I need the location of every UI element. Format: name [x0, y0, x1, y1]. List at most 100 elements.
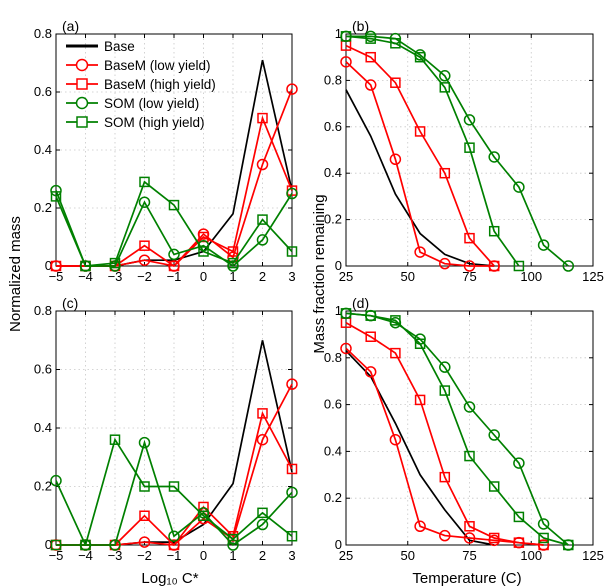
- data-point: [464, 450, 475, 462]
- data-point: [168, 248, 180, 261]
- legend-label: Base: [104, 39, 135, 54]
- x-tick-label: −3: [108, 548, 123, 563]
- data-point: [168, 481, 180, 492]
- data-point: [109, 257, 121, 269]
- data-point: [168, 530, 180, 542]
- data-point: [256, 433, 269, 446]
- x-tick-label: −3: [108, 269, 123, 284]
- legend-label: BaseM (high yield): [104, 77, 216, 92]
- data-point: [365, 310, 376, 321]
- data-point: [256, 158, 269, 171]
- x-tick-label: 100: [520, 548, 542, 563]
- data-point: [439, 82, 451, 93]
- y-tick-label: 0: [335, 537, 342, 552]
- x-tick-label: 50: [401, 269, 415, 284]
- panel-a: −5 −4 −3 −2 −1 0 1 2 3 0 0.2 0.4 0.6 0.8 (a) Base BaseM …: [34, 18, 298, 284]
- data-point: [286, 187, 298, 200]
- data-point: [340, 31, 352, 42]
- y-tick-label: 1: [335, 26, 342, 41]
- series-line: [56, 437, 293, 546]
- data-point: [414, 246, 426, 258]
- legend: Base BaseM (low yield) BaseM (high yield) S…: [66, 39, 216, 130]
- data-point: [286, 486, 298, 499]
- y-tick-label: 0: [335, 258, 342, 273]
- data-point: [414, 126, 426, 137]
- y-tick-label: 0.8: [34, 303, 52, 318]
- data-point: [168, 199, 180, 211]
- y-tick-label: 0.8: [324, 350, 342, 365]
- series-basem-high-yield: [340, 40, 500, 272]
- data-point: [390, 315, 401, 326]
- panel-c: −5 −4 −3 −2 −1 0 1 2 3 0 0.2 0.4 0.6 0.8 (c): [34, 295, 298, 563]
- data-point: [488, 429, 500, 441]
- x-tick-label: 50: [401, 548, 415, 563]
- data-point: [139, 176, 150, 188]
- data-point: [439, 70, 451, 82]
- data-point: [464, 142, 475, 153]
- data-point: [439, 471, 451, 483]
- data-point: [50, 260, 62, 272]
- data-point: [139, 240, 150, 251]
- y-tick-label: 0: [45, 537, 52, 552]
- data-point: [414, 520, 426, 533]
- series-line: [345, 321, 544, 546]
- data-point: [340, 308, 352, 319]
- left-y-axis-label: Normalized mass: [7, 216, 24, 332]
- y-tick-label: 0.4: [324, 165, 342, 180]
- data-point: [286, 463, 298, 475]
- series-line: [345, 312, 569, 546]
- data-point: [286, 378, 298, 390]
- data-point: [488, 151, 500, 163]
- data-point: [439, 361, 451, 373]
- data-point: [513, 181, 525, 193]
- series-line: [55, 439, 293, 547]
- y-tick-label: 0.4: [324, 443, 342, 458]
- legend-label: SOM (low yield): [104, 96, 199, 111]
- data-point: [365, 33, 376, 44]
- data-point: [389, 433, 402, 446]
- data-point: [198, 231, 209, 243]
- series-line: [55, 180, 293, 267]
- right-y-axis-label: Mass fraction remaining: [311, 194, 328, 353]
- data-point: [227, 246, 239, 257]
- x-tick-label: 25: [339, 269, 353, 284]
- panel-label: (b): [352, 18, 369, 34]
- series-som-high-yield: [340, 308, 574, 551]
- data-point: [538, 532, 549, 544]
- right-x-axis-label: Temperature (C): [412, 570, 521, 587]
- y-tick-label: 1: [335, 303, 342, 318]
- x-tick-label: 75: [462, 548, 476, 563]
- panel-b: 25 50 75 100 125 0 0.2 0.4 0.6 0.8 1 (b): [324, 18, 604, 284]
- x-tick-label: 3: [288, 269, 295, 284]
- data-point: [439, 385, 451, 396]
- series-line: [345, 89, 495, 267]
- x-tick-label: −2: [137, 269, 152, 284]
- series-som-low-yield: [50, 184, 298, 272]
- legend-label: BaseM (low yield): [104, 58, 211, 73]
- legend-marker: [76, 116, 88, 128]
- data-point: [390, 77, 401, 88]
- series-line: [345, 44, 495, 267]
- data-point: [257, 214, 268, 225]
- data-point: [257, 408, 268, 419]
- y-tick-label: 0.2: [34, 200, 52, 215]
- data-point: [340, 56, 352, 68]
- data-point: [365, 331, 376, 342]
- x-tick-label: 100: [520, 269, 542, 284]
- data-point: [138, 536, 151, 548]
- data-point: [257, 112, 268, 124]
- panel-d: 25 50 75 100 125 0 0.2 0.4 0.6 0.8 1 (d): [324, 295, 604, 563]
- data-point: [488, 260, 500, 272]
- y-tick-label: 0.6: [34, 84, 52, 99]
- panel-label: (d): [352, 295, 369, 311]
- x-tick-label: −2: [137, 548, 152, 563]
- data-point: [50, 539, 62, 551]
- y-tick-label: 0.8: [34, 26, 52, 41]
- x-tick-label: 0: [200, 269, 207, 284]
- data-point: [513, 511, 525, 523]
- data-point: [464, 521, 475, 532]
- x-tick-label: 2: [259, 269, 266, 284]
- x-tick-label: 1: [229, 548, 236, 563]
- data-point: [257, 507, 268, 519]
